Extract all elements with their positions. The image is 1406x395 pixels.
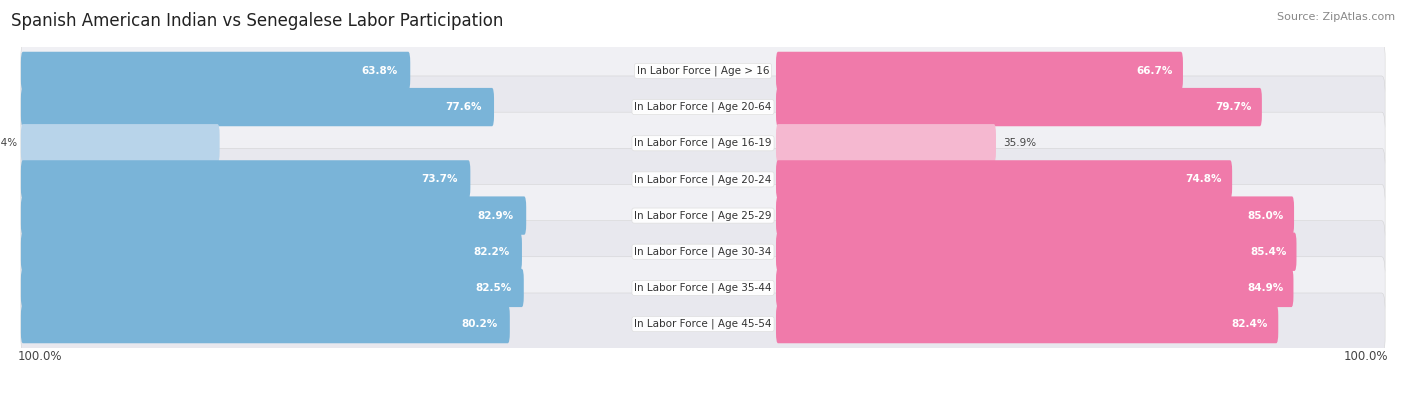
Text: 63.8%: 63.8% <box>361 66 398 76</box>
FancyBboxPatch shape <box>21 293 1385 355</box>
FancyBboxPatch shape <box>21 148 1385 211</box>
FancyBboxPatch shape <box>21 269 524 307</box>
Text: 82.9%: 82.9% <box>478 211 515 220</box>
Text: In Labor Force | Age 35-44: In Labor Force | Age 35-44 <box>634 283 772 293</box>
FancyBboxPatch shape <box>21 257 1385 319</box>
FancyBboxPatch shape <box>21 52 411 90</box>
FancyBboxPatch shape <box>21 112 1385 174</box>
Text: 74.8%: 74.8% <box>1185 175 1222 184</box>
Text: 32.4%: 32.4% <box>0 138 17 148</box>
Text: 85.4%: 85.4% <box>1250 247 1286 257</box>
Text: In Labor Force | Age 20-64: In Labor Force | Age 20-64 <box>634 102 772 112</box>
Text: In Labor Force | Age > 16: In Labor Force | Age > 16 <box>637 66 769 76</box>
Text: In Labor Force | Age 45-54: In Labor Force | Age 45-54 <box>634 319 772 329</box>
FancyBboxPatch shape <box>776 160 1232 199</box>
Text: In Labor Force | Age 20-24: In Labor Force | Age 20-24 <box>634 174 772 185</box>
Text: 73.7%: 73.7% <box>422 175 458 184</box>
FancyBboxPatch shape <box>776 233 1296 271</box>
FancyBboxPatch shape <box>21 184 1385 247</box>
Text: 77.6%: 77.6% <box>446 102 482 112</box>
FancyBboxPatch shape <box>776 52 1182 90</box>
Text: 84.9%: 84.9% <box>1247 283 1284 293</box>
Text: 79.7%: 79.7% <box>1215 102 1251 112</box>
Text: In Labor Force | Age 30-34: In Labor Force | Age 30-34 <box>634 246 772 257</box>
FancyBboxPatch shape <box>776 196 1294 235</box>
Text: 80.2%: 80.2% <box>461 319 498 329</box>
FancyBboxPatch shape <box>776 269 1294 307</box>
FancyBboxPatch shape <box>21 233 522 271</box>
Text: In Labor Force | Age 25-29: In Labor Force | Age 25-29 <box>634 210 772 221</box>
FancyBboxPatch shape <box>21 221 1385 283</box>
Text: 82.5%: 82.5% <box>475 283 512 293</box>
Text: 82.4%: 82.4% <box>1232 319 1268 329</box>
Text: Spanish American Indian vs Senegalese Labor Participation: Spanish American Indian vs Senegalese La… <box>11 12 503 30</box>
FancyBboxPatch shape <box>21 305 510 343</box>
Text: Source: ZipAtlas.com: Source: ZipAtlas.com <box>1277 12 1395 22</box>
FancyBboxPatch shape <box>21 160 471 199</box>
Text: 100.0%: 100.0% <box>17 350 62 363</box>
FancyBboxPatch shape <box>21 76 1385 138</box>
Text: 82.2%: 82.2% <box>474 247 509 257</box>
Text: 35.9%: 35.9% <box>1002 138 1036 148</box>
FancyBboxPatch shape <box>21 40 1385 102</box>
Text: In Labor Force | Age 16-19: In Labor Force | Age 16-19 <box>634 138 772 149</box>
Text: 100.0%: 100.0% <box>1344 350 1389 363</box>
FancyBboxPatch shape <box>21 88 494 126</box>
FancyBboxPatch shape <box>21 196 526 235</box>
Text: 85.0%: 85.0% <box>1247 211 1284 220</box>
FancyBboxPatch shape <box>776 88 1261 126</box>
Text: 66.7%: 66.7% <box>1136 66 1173 76</box>
FancyBboxPatch shape <box>21 124 219 162</box>
FancyBboxPatch shape <box>776 305 1278 343</box>
FancyBboxPatch shape <box>776 124 995 162</box>
